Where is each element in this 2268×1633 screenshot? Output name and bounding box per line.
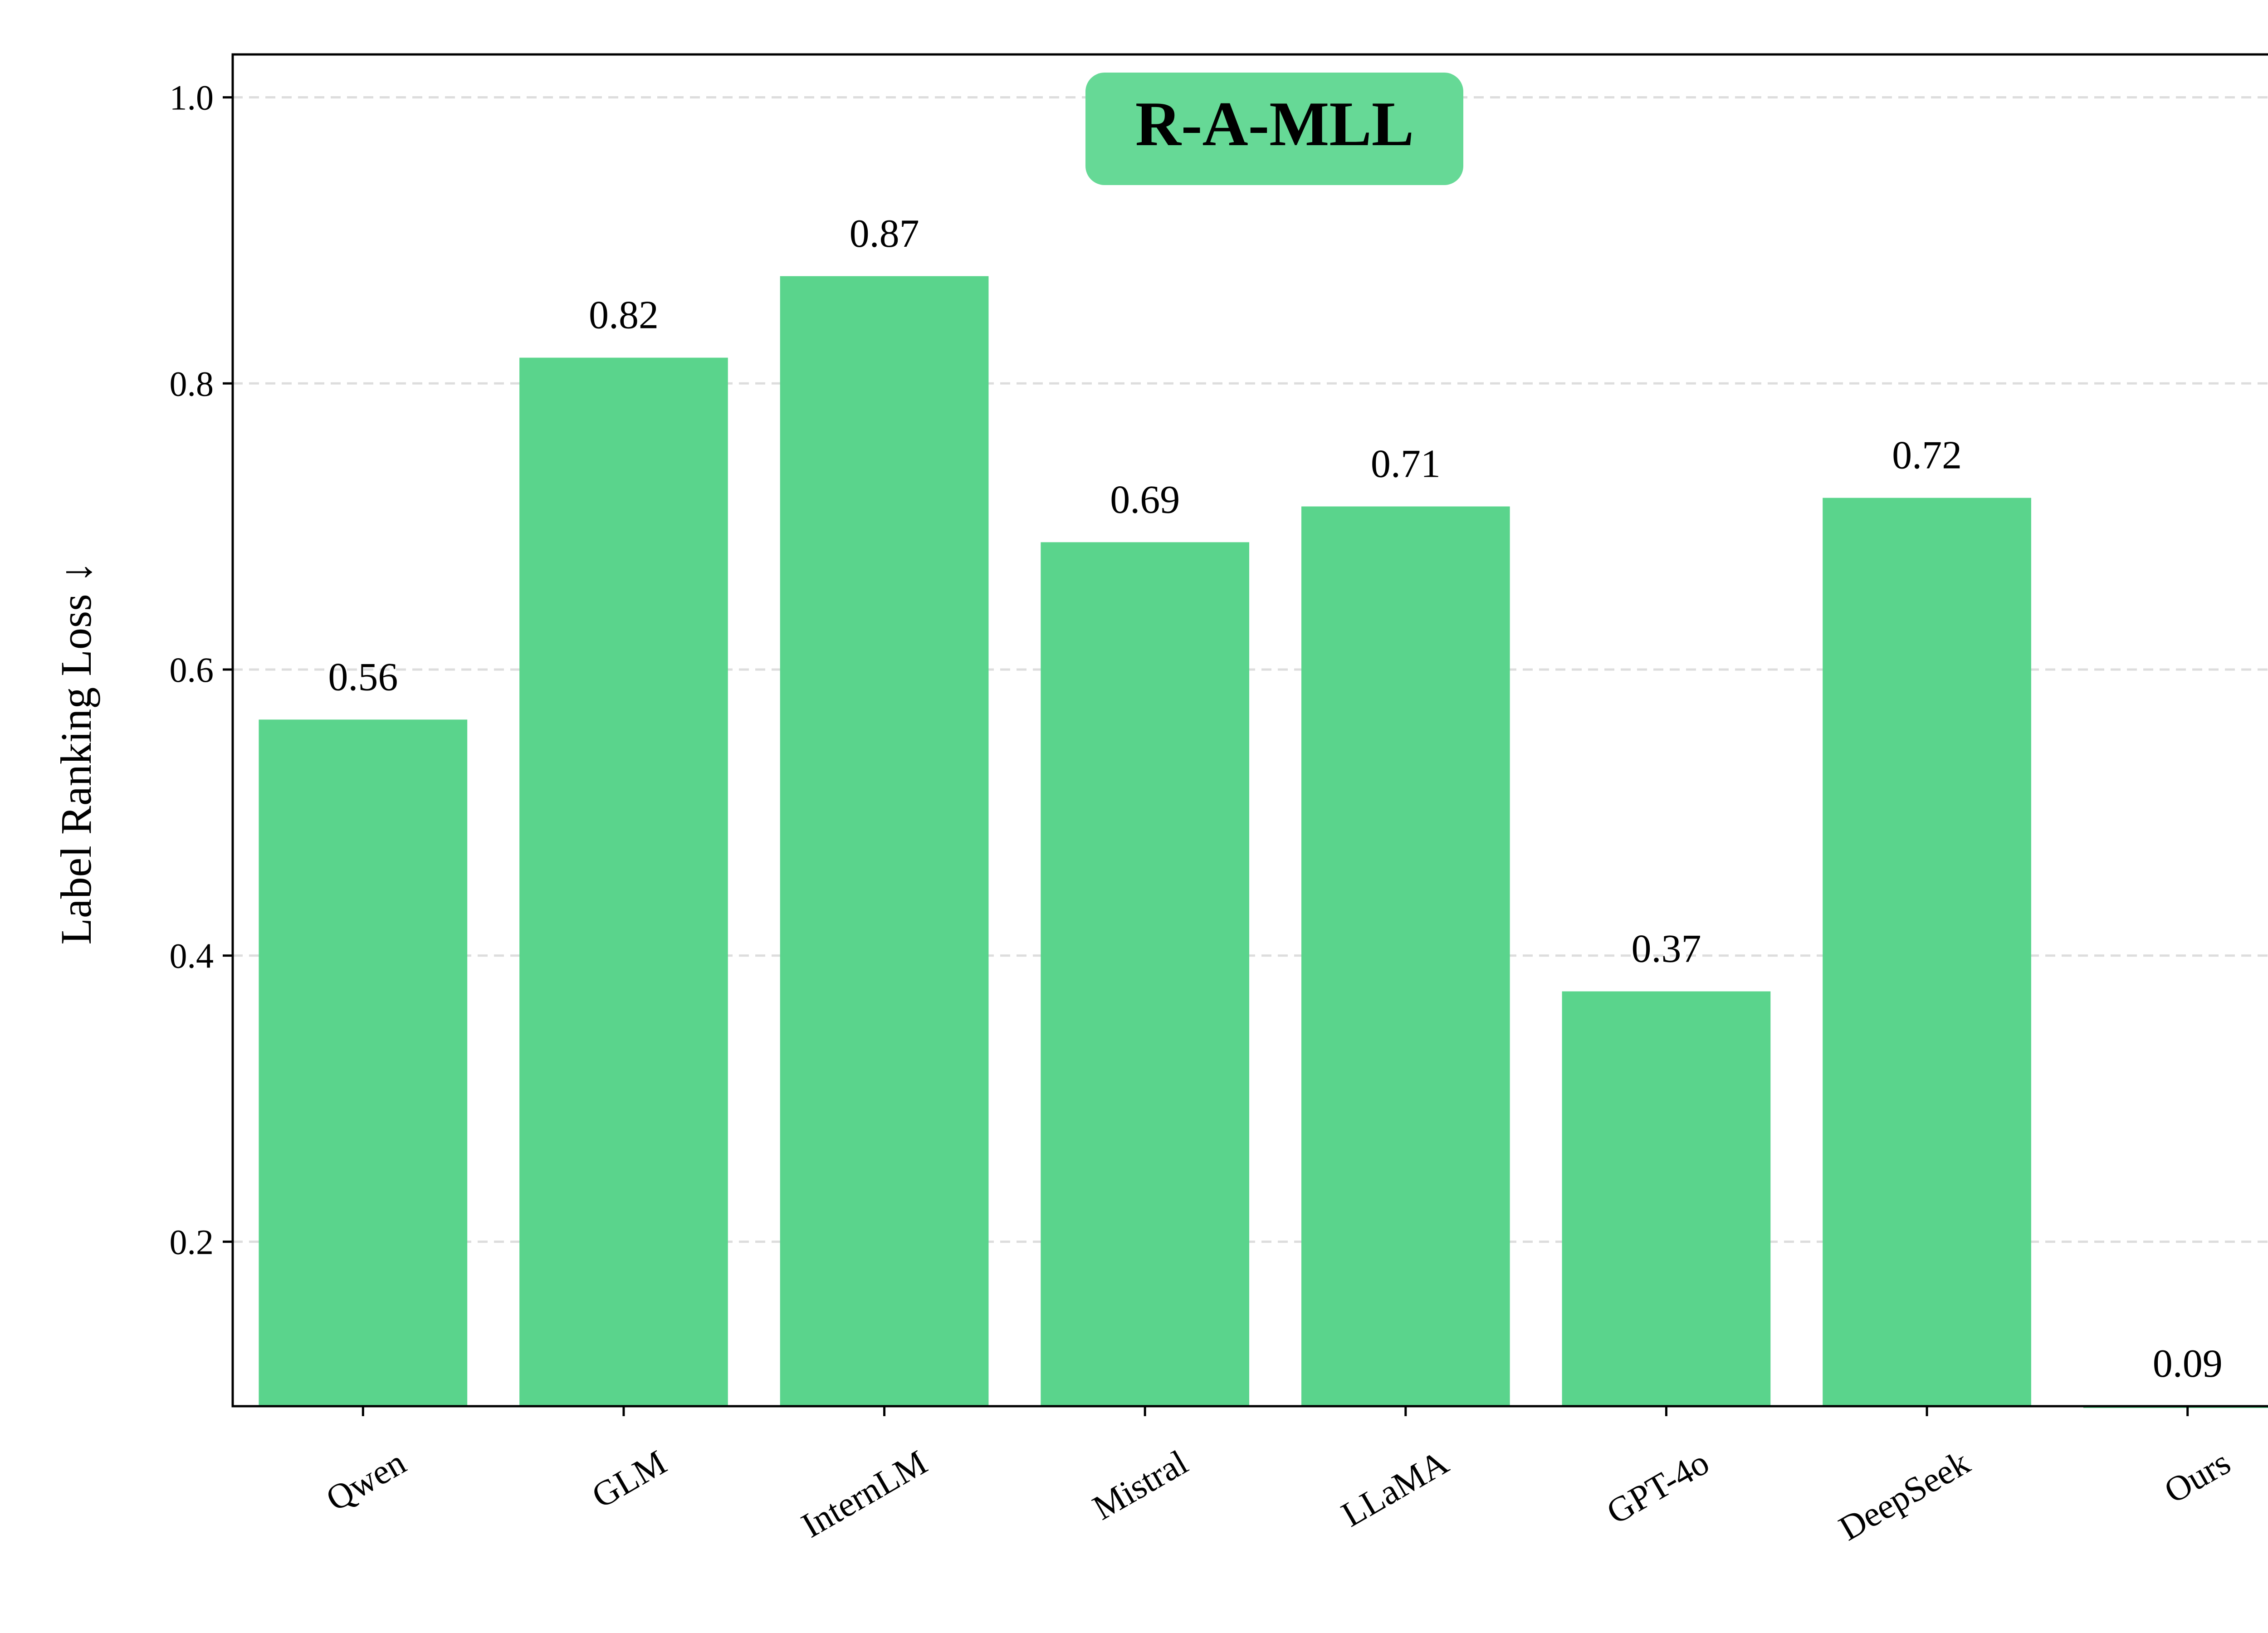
y-tick-label: 0.8 [170,364,214,403]
bar [780,276,989,1406]
y-tick-label: 0.2 [170,1222,214,1261]
bar [1562,991,1771,1406]
bar [519,357,728,1407]
bar-value-label: 0.87 [850,212,919,256]
bar [259,719,468,1406]
y-tick-label: 0.4 [170,936,214,976]
y-axis-label: Label Ranking Loss ↓ [52,561,100,944]
plot-frame [231,53,2268,1408]
y-tick-label: 1.0 [170,78,214,117]
bar-value-label: 0.72 [1892,434,1962,478]
bar-value-label: 0.09 [2153,1342,2223,1386]
chart-title: R-A-MLL [1135,89,1414,159]
bar [1041,542,1250,1406]
bar [1823,498,2031,1406]
bar-value-label: 0.82 [589,293,659,337]
bar-value-label: 0.71 [1371,442,1441,486]
y-axis: 0.2 0.4 0.6 0.8 1.0 [170,78,233,1261]
bar [1301,506,1510,1406]
bar-value-label: 0.37 [1631,927,1701,971]
title-box [1085,73,1463,185]
y-tick-label: 0.6 [170,650,214,689]
bar-value-label: 0.69 [1110,478,1180,522]
bars [259,276,2268,1408]
data-labels: 0.56 0.82 0.87 0.69 0.71 0.37 0.72 0.09 [328,212,2222,1386]
bar-value-label: 0.56 [328,655,398,699]
